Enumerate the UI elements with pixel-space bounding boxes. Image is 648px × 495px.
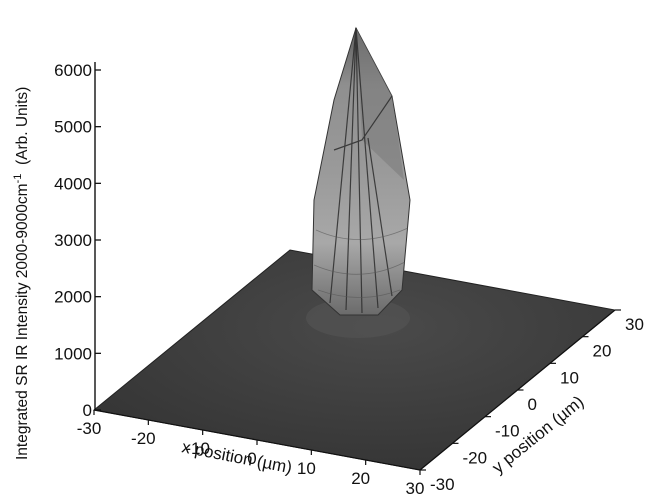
z-axis-label-main: Integrated SR IR Intensity 2000-9000cm (14, 183, 31, 460)
y-tick-label: 30 (625, 315, 644, 334)
y-tick-label: -10 (495, 422, 520, 441)
x-tick-label: -10 (185, 439, 210, 458)
y-tick-label: 20 (593, 342, 612, 361)
surface-peak (311, 26, 411, 316)
z-axis-label-suffix: (Arb. Units) (14, 87, 31, 174)
z-tick-label: 6000 (54, 61, 92, 80)
z-tick-label: 1000 (54, 344, 92, 363)
x-tick-label: 0 (247, 449, 256, 468)
x-tick-label: -30 (77, 419, 102, 438)
z-tick-label: 5000 (54, 118, 92, 137)
z-tick-label: 0 (83, 401, 92, 420)
z-axis-label: Integrated SR IR Intensity 2000-9000cm-1… (12, 87, 31, 460)
z-axis-ticks: 0 1000 2000 3000 4000 5000 6000 (54, 61, 101, 420)
x-tick-label: 20 (351, 469, 370, 488)
z-axis-label-superscript: -1 (12, 174, 24, 184)
x-axis-ticks: -30 -20 -10 0 10 20 30 (77, 410, 425, 495)
y-tick-label: -20 (463, 448, 488, 467)
y-tick-label: 10 (560, 368, 579, 387)
x-tick-label: 10 (297, 459, 316, 478)
x-tick-label: -20 (131, 429, 156, 448)
z-tick-label: 4000 (54, 174, 92, 193)
z-tick-label: 2000 (54, 288, 92, 307)
x-tick-label: 30 (406, 479, 425, 495)
y-tick-label: 0 (528, 395, 537, 414)
y-axis-ticks: -30 -20 -10 0 10 20 30 (420, 309, 644, 494)
y-tick-label: -30 (430, 475, 455, 494)
z-tick-label: 3000 (54, 231, 92, 250)
